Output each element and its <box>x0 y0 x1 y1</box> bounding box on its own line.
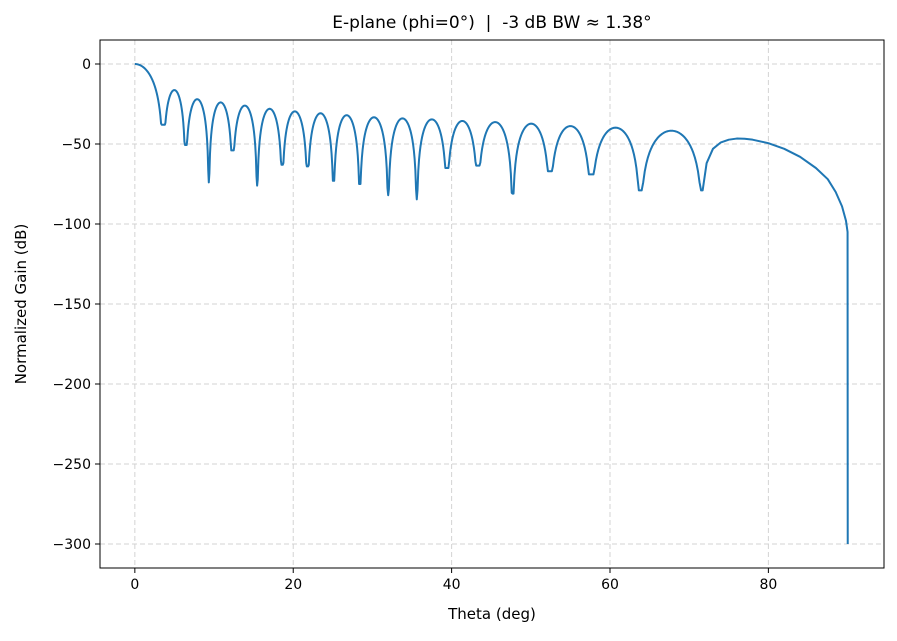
x-tick-label: 20 <box>284 577 302 593</box>
y-tick-label: −150 <box>53 297 91 313</box>
x-tick-label: 60 <box>601 577 619 593</box>
x-tick-label: 80 <box>759 577 777 593</box>
y-tick-label: 0 <box>82 57 91 73</box>
y-axis-label: Normalized Gain (dB) <box>12 224 30 385</box>
x-axis-label: Theta (deg) <box>447 605 536 623</box>
y-tick-label: −50 <box>61 137 91 153</box>
x-tick-label: 0 <box>130 577 139 593</box>
grid <box>100 40 884 568</box>
y-tick-label: −100 <box>53 217 91 233</box>
chart-title: E-plane (phi=0°) | -3 dB BW ≈ 1.38° <box>332 13 651 33</box>
axis-ticks: 0 20 40 60 80 0 −50 −100 −150 −200 −250 −300 <box>53 57 778 593</box>
series-line <box>134 63 849 545</box>
y-tick-label: −250 <box>53 457 91 473</box>
y-tick-label: −300 <box>53 537 91 553</box>
plot-frame <box>99 39 885 569</box>
y-tick-label: −200 <box>53 377 91 393</box>
x-tick-label: 40 <box>443 577 461 593</box>
